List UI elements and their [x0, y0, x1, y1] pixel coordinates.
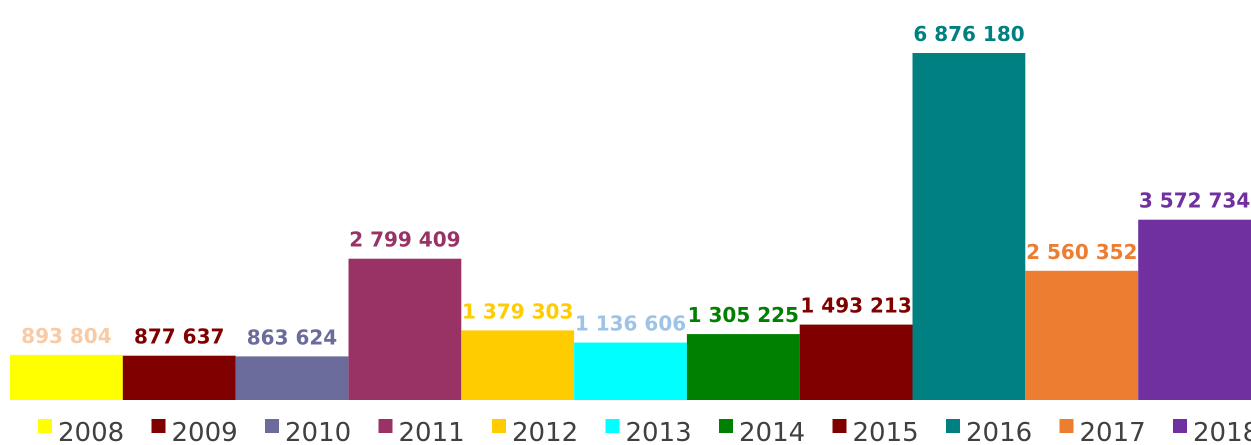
legend-label-2015: 2015 — [853, 418, 919, 445]
legend-swatch-2009 — [151, 419, 166, 433]
value-label-2011: 2 799 409 — [349, 228, 460, 252]
legend-label-2013: 2013 — [626, 418, 692, 445]
legend-swatch-2018 — [1173, 419, 1187, 433]
bar-2011 — [348, 258, 462, 400]
value-label-2014: 1 305 225 — [688, 303, 799, 327]
legend-swatch-2013 — [605, 419, 620, 433]
legend-label-2008: 2008 — [58, 418, 124, 445]
legend-swatch-2011 — [378, 419, 393, 433]
bar-2010 — [235, 356, 349, 400]
bar-2015 — [799, 324, 913, 400]
legend-swatch-2015 — [832, 419, 847, 433]
legend-label-2011: 2011 — [399, 418, 465, 445]
value-label-2017: 2 560 352 — [1026, 240, 1137, 264]
bar-2012 — [461, 330, 575, 400]
value-label-2008: 893 804 — [21, 324, 111, 348]
bar-2018 — [1138, 219, 1251, 400]
legend-label-2009: 2009 — [172, 418, 238, 445]
legend-label-2012: 2012 — [512, 418, 578, 445]
bar-2009 — [122, 355, 236, 400]
legend-label-2018: 2018 — [1193, 418, 1251, 445]
value-label-2012: 1 379 303 — [462, 299, 573, 323]
bar-2017 — [1025, 270, 1139, 400]
legend-swatch-2012 — [492, 419, 506, 433]
legend-swatch-2010 — [265, 419, 279, 433]
legend-swatch-2017 — [1059, 419, 1074, 433]
legend-label-2010: 2010 — [285, 418, 351, 445]
legend: 2008 2009 2010 2011 2012 2013 2014 2015 2016 2017… — [38, 418, 1251, 445]
value-label-2009: 877 637 — [134, 325, 224, 349]
value-label-2016: 6 876 180 — [913, 22, 1024, 46]
value-label-2015: 1 493 213 — [800, 294, 911, 318]
bar-2016 — [912, 53, 1026, 400]
legend-label-2014: 2014 — [739, 418, 805, 445]
bar-2014 — [686, 334, 800, 400]
legend-swatch-2008 — [38, 419, 52, 433]
legend-swatch-2014 — [719, 419, 733, 433]
value-label-2010: 863 624 — [247, 325, 337, 349]
legend-swatch-2016 — [946, 419, 960, 433]
legend-label-2017: 2017 — [1080, 418, 1146, 445]
bar-2013 — [574, 342, 687, 400]
legend-label-2016: 2016 — [966, 418, 1032, 445]
bars-group — [10, 53, 1251, 400]
value-label-2018: 3 572 734 — [1139, 189, 1250, 213]
value-label-2013: 1 136 606 — [575, 312, 686, 336]
bar-2008 — [10, 354, 123, 400]
